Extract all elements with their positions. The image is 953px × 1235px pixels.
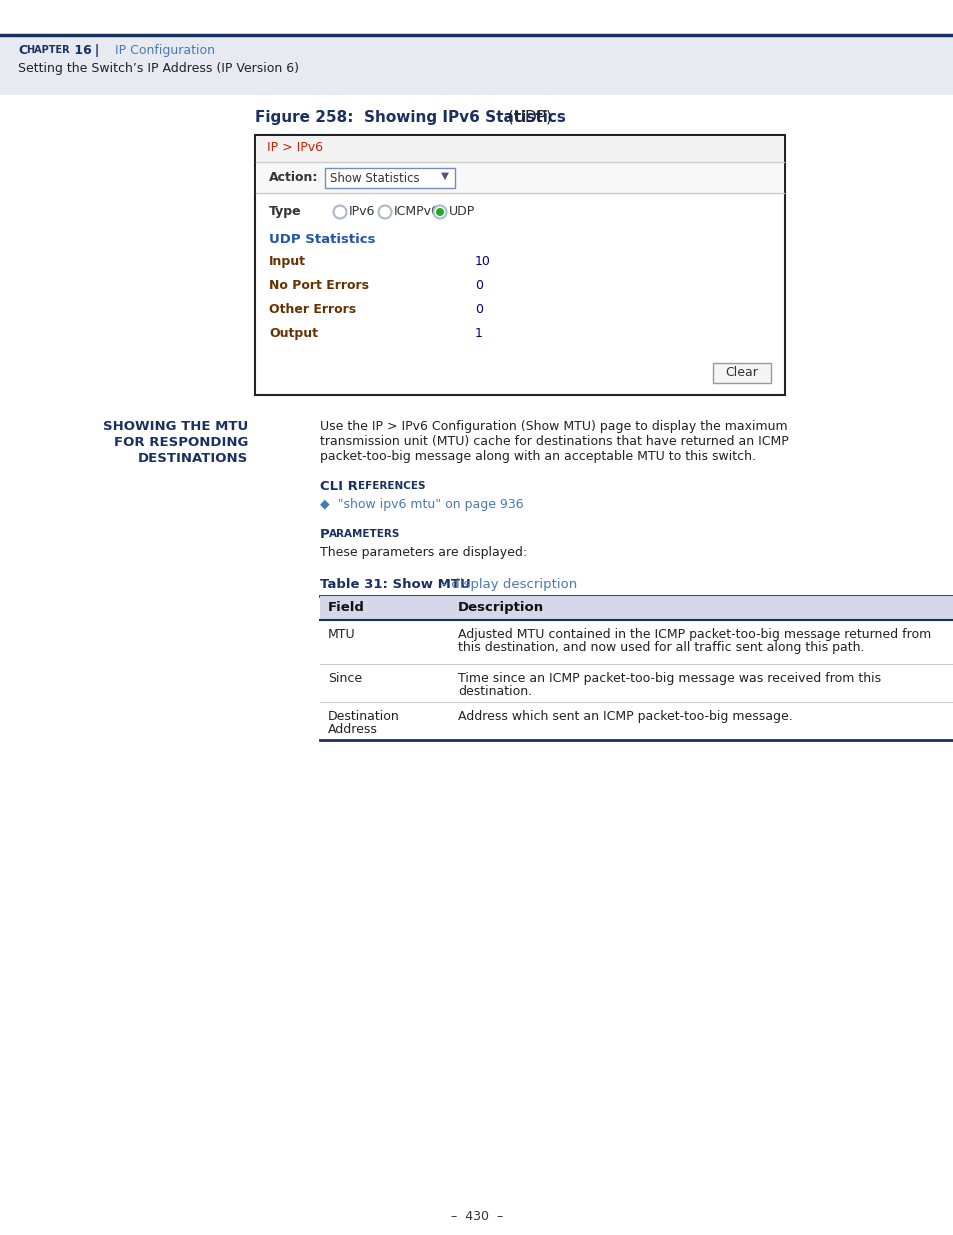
Text: 10: 10 [475,254,491,268]
Text: IP Configuration: IP Configuration [115,44,214,57]
Bar [325,168,455,188]
Bar [255,163,783,193]
Text: MTU: MTU [328,629,355,641]
Text: Destination: Destination [328,710,399,722]
Circle shape [334,205,346,219]
Text: 16: 16 [70,44,91,57]
Bar [0,0,953,35]
Text: HAPTER: HAPTER [26,44,70,56]
Bar [712,363,770,383]
Text: Table 31: Show MTU: Table 31: Show MTU [319,578,470,592]
Bar [319,597,953,620]
Text: Adjusted MTU contained in the ICMP packet-too-big message returned from: Adjusted MTU contained in the ICMP packe… [457,629,930,641]
Text: (UDP): (UDP) [502,110,551,125]
Text: ▼: ▼ [440,170,449,182]
Circle shape [436,207,443,216]
Bar [254,135,784,395]
Text: Setting the Switch’s IP Address (IP Version 6): Setting the Switch’s IP Address (IP Vers… [18,62,298,75]
Text: this destination, and now used for all traffic sent along this path.: this destination, and now used for all t… [457,641,863,655]
Text: transmission unit (MTU) cache for destinations that have returned an ICMP: transmission unit (MTU) cache for destin… [319,435,788,448]
Text: Input: Input [269,254,306,268]
Text: - display description: - display description [437,578,577,592]
Text: 0: 0 [475,279,482,291]
Text: Output: Output [269,327,317,340]
Text: UDP: UDP [449,205,475,219]
Text: Address: Address [328,722,377,736]
Text: Action:: Action: [269,170,318,184]
Circle shape [433,205,446,219]
Text: ICMPv6: ICMPv6 [394,205,439,219]
Text: Clear: Clear [725,367,758,379]
Text: Since: Since [328,672,362,685]
Text: FOR RESPONDING: FOR RESPONDING [113,436,248,450]
Text: –  430  –: – 430 – [451,1210,502,1223]
Text: EFERENCES: EFERENCES [357,480,425,492]
Text: Address which sent an ICMP packet-too-big message.: Address which sent an ICMP packet-too-bi… [457,710,792,722]
Text: P: P [319,529,330,541]
Text: Field: Field [328,601,364,614]
Text: Description: Description [457,601,543,614]
Text: These parameters are displayed:: These parameters are displayed: [319,546,527,559]
Text: ARAMETERS: ARAMETERS [329,529,400,538]
Text: |: | [86,44,108,57]
Text: UDP Statistics: UDP Statistics [269,233,375,246]
Text: destination.: destination. [457,685,532,698]
Text: No Port Errors: No Port Errors [269,279,369,291]
Text: IPv6: IPv6 [349,205,375,219]
Text: packet-too-big message along with an acceptable MTU to this switch.: packet-too-big message along with an acc… [319,450,755,463]
Text: ◆  "show ipv6 mtu" on page 936: ◆ "show ipv6 mtu" on page 936 [319,498,523,511]
Text: IP > IPv6: IP > IPv6 [267,141,323,154]
Text: DESTINATIONS: DESTINATIONS [137,452,248,466]
Text: Use the IP > IPv6 Configuration (Show MTU) page to display the maximum: Use the IP > IPv6 Configuration (Show MT… [319,420,787,433]
Text: 1: 1 [475,327,482,340]
Text: Time since an ICMP packet-too-big message was received from this: Time since an ICMP packet-too-big messag… [457,672,881,685]
Bar [0,35,953,95]
Bar [255,136,783,162]
Text: C: C [18,44,27,57]
Text: Type: Type [269,205,301,219]
Text: Other Errors: Other Errors [269,303,355,316]
Text: Figure 258:  Showing IPv6 Statistics: Figure 258: Showing IPv6 Statistics [254,110,565,125]
Text: 0: 0 [475,303,482,316]
Text: CLI R: CLI R [319,480,357,493]
Text: SHOWING THE MTU: SHOWING THE MTU [103,420,248,433]
Text: Show Statistics: Show Statistics [330,172,419,185]
Circle shape [378,205,391,219]
